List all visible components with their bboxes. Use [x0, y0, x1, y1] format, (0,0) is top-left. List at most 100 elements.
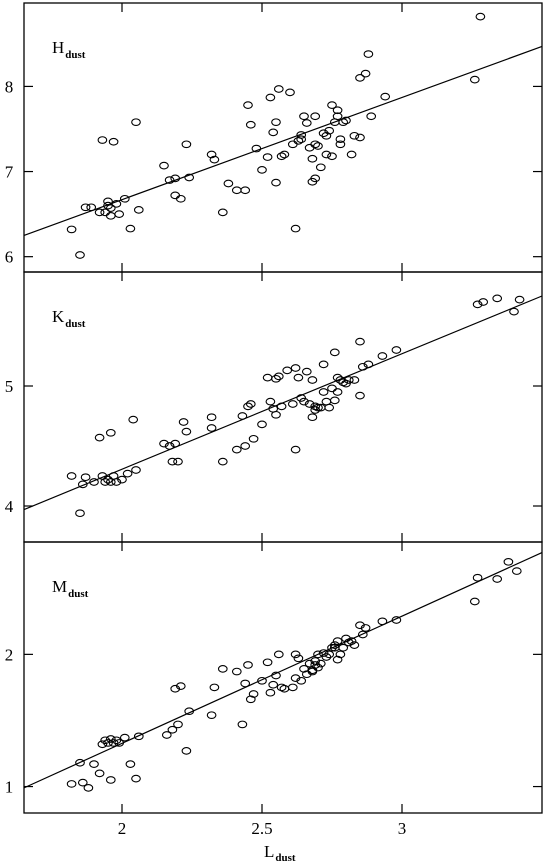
panel-label: Mdust	[52, 577, 89, 600]
data-point	[310, 112, 321, 121]
data-point	[478, 298, 489, 306]
data-point	[293, 373, 304, 382]
data-point	[469, 75, 480, 84]
data-point	[243, 661, 253, 669]
data-point	[170, 684, 181, 693]
data-point	[108, 137, 119, 146]
data-point	[119, 733, 130, 742]
data-point	[237, 720, 248, 729]
data-point	[324, 650, 335, 659]
data-point	[285, 88, 295, 97]
data-point	[511, 567, 522, 575]
data-point	[273, 85, 284, 93]
data-point	[231, 186, 242, 195]
data-point	[178, 418, 189, 426]
data-point	[167, 457, 178, 466]
data-point	[287, 400, 298, 408]
panel-label-main: K	[52, 307, 65, 326]
data-point	[357, 630, 368, 639]
data-point	[273, 650, 284, 659]
panel-label-sub: dust	[68, 588, 89, 600]
data-point	[243, 101, 253, 110]
y-tick-label: 4	[5, 497, 14, 516]
data-point	[271, 118, 281, 127]
data-point	[77, 778, 88, 787]
data-point	[170, 439, 181, 448]
data-point	[332, 106, 343, 115]
data-point	[355, 337, 365, 346]
data-point	[75, 758, 85, 767]
data-point	[173, 720, 183, 729]
data-point	[97, 740, 108, 749]
data-point	[492, 294, 503, 303]
data-point	[318, 388, 329, 396]
data-point	[80, 473, 91, 482]
data-point	[117, 475, 127, 484]
data-point	[293, 654, 304, 663]
data-point	[268, 680, 279, 689]
panel-label-sub: dust	[65, 49, 86, 61]
data-point	[391, 616, 402, 624]
data-point	[77, 480, 88, 489]
data-point	[332, 655, 343, 664]
data-point	[279, 150, 290, 159]
data-point	[310, 657, 321, 665]
data-point	[329, 348, 340, 357]
data-point	[346, 150, 357, 159]
data-point	[94, 769, 105, 778]
data-point	[472, 573, 483, 582]
data-point	[310, 140, 321, 149]
data-point	[114, 739, 125, 747]
data-point	[346, 637, 357, 645]
data-point	[97, 136, 108, 144]
data-point	[329, 643, 340, 652]
data-point	[133, 732, 144, 741]
data-point	[231, 667, 242, 676]
data-point	[335, 650, 346, 659]
data-point	[287, 683, 298, 692]
data-point	[184, 173, 195, 182]
data-point	[66, 780, 77, 788]
data-point	[131, 466, 141, 474]
data-point	[290, 674, 301, 683]
data-point	[209, 683, 220, 692]
data-point	[304, 400, 315, 408]
data-point	[271, 178, 281, 187]
data-point	[175, 194, 186, 203]
data-point	[245, 400, 256, 408]
data-point	[105, 204, 116, 213]
data-point	[265, 688, 276, 697]
data-point	[301, 670, 312, 679]
data-point	[349, 131, 360, 140]
data-point	[315, 163, 326, 172]
data-point	[472, 300, 483, 309]
data-point	[377, 617, 388, 626]
data-point	[357, 362, 368, 371]
data-point	[105, 428, 116, 437]
data-point	[100, 478, 111, 486]
data-point	[287, 140, 298, 149]
data-point	[223, 179, 234, 188]
data-point	[327, 101, 337, 110]
data-point	[307, 666, 318, 675]
data-point	[475, 12, 486, 21]
y-tick-label: 7	[5, 163, 14, 182]
data-point	[296, 676, 307, 685]
data-point	[469, 597, 480, 606]
x-axis: 2 2.5 3 Ldust	[118, 819, 407, 864]
panel-1: 6 7 8 Hdust	[5, 2, 543, 273]
data-point	[103, 739, 113, 747]
data-point	[100, 208, 111, 217]
fit-line	[23, 552, 543, 789]
data-point	[89, 760, 99, 768]
data-point	[355, 621, 365, 630]
data-point	[66, 225, 77, 234]
data-point	[111, 478, 122, 486]
data-point	[307, 376, 318, 384]
data-point	[327, 384, 337, 393]
data-point	[265, 93, 276, 102]
data-point	[206, 413, 217, 422]
panel-frame	[23, 2, 543, 273]
data-point	[114, 210, 125, 218]
x-axis-label-main: L	[264, 842, 274, 861]
